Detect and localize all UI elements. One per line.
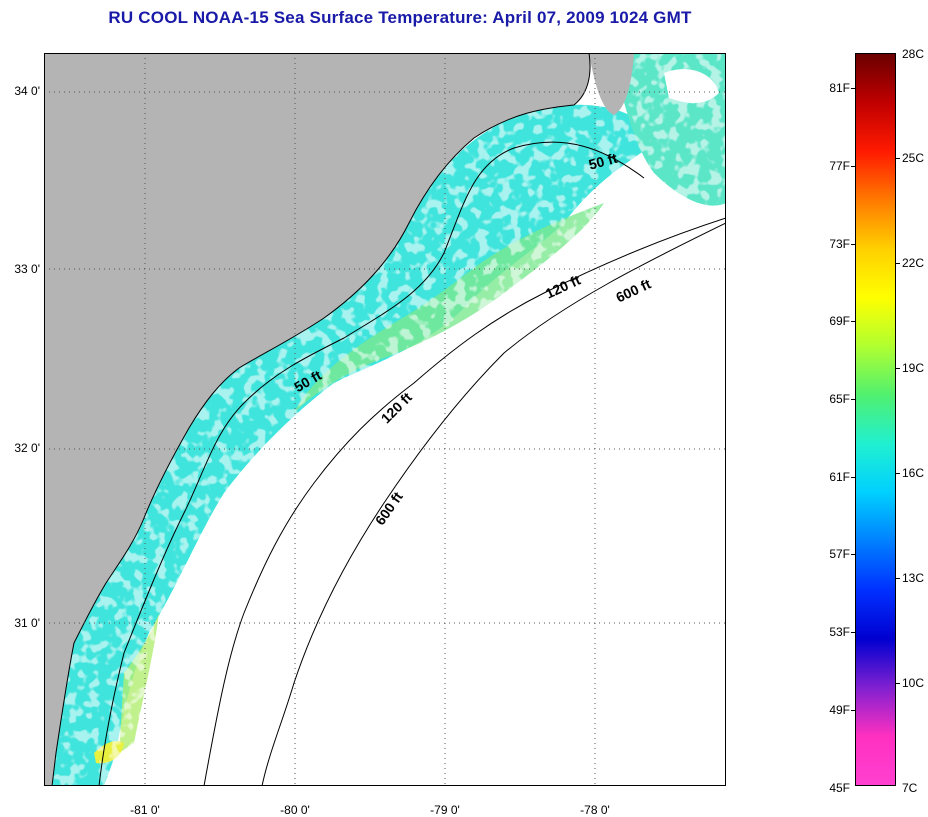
colorbar-tick-f (851, 477, 855, 478)
colorbar-c-label-25: 25C (902, 151, 925, 165)
isobath-120ft (203, 217, 726, 786)
colorbar-tick-f (851, 710, 855, 711)
colorbar-tick-c (896, 683, 900, 684)
colorbar-c-label-28: 28C (902, 47, 925, 61)
colorbar-tick-f (851, 244, 855, 245)
colorbar-f-label-49: 49F (829, 703, 850, 717)
colorbar-f-label-77: 77F (829, 159, 850, 173)
colorbar-tick-c (896, 368, 900, 369)
colorbar-tick-f (851, 88, 855, 89)
temperature-colorbar (855, 53, 896, 786)
colorbar-tick-f (851, 399, 855, 400)
lon-label-79: -79 0' (430, 803, 460, 817)
lon-label-81: -81 0' (130, 803, 160, 817)
colorbar-f-label-53: 53F (829, 625, 850, 639)
colorbar-tick-f (851, 554, 855, 555)
map-canvas: 50 ft 50 ft 120 ft 120 ft 600 ft 600 ft (44, 53, 726, 786)
colorbar-tick-f (851, 321, 855, 322)
colorbar-c-label-19: 19C (902, 361, 925, 375)
lat-label-32: 32 0' (14, 441, 40, 455)
colorbar-c-label-13: 13C (902, 571, 925, 585)
lon-label-80: -80 0' (280, 803, 310, 817)
coastline (51, 53, 591, 786)
colorbar-f-label-65: 65F (829, 392, 850, 406)
isobath-label-50ft-north: 50 ft (587, 150, 619, 173)
colorbar-c-label-16: 16C (902, 466, 925, 480)
colorbar-c-label-10: 10C (902, 676, 925, 690)
colorbar-f-label-61: 61F (829, 470, 850, 484)
lat-label-33: 33 0' (14, 262, 40, 276)
colorbar-tick-c (896, 473, 900, 474)
land-north-cape (589, 53, 634, 115)
map-frame (44, 53, 726, 786)
page-title: RU COOL NOAA-15 Sea Surface Temperature:… (108, 8, 692, 27)
colorbar-tick-f (851, 166, 855, 167)
colorbar-f-label-57: 57F (829, 547, 850, 561)
colorbar-tick-c (896, 158, 900, 159)
colorbar-f-label-69: 69F (829, 314, 850, 328)
colorbar-f-label-45: 45F (829, 781, 850, 795)
colorbar-f-label-81: 81F (829, 81, 850, 95)
lon-label-78: -78 0' (580, 803, 610, 817)
grid-lines (44, 53, 726, 786)
colorbar-f-label-73: 73F (829, 237, 850, 251)
colorbar-tick-c (896, 263, 900, 264)
colorbar-tick-c (896, 578, 900, 579)
colorbar-c-label-7: 7C (902, 781, 918, 795)
isobath-50ft (98, 141, 645, 786)
land (44, 53, 591, 786)
lat-label-34: 34 0' (14, 84, 40, 98)
isobath-600ft (261, 222, 726, 786)
sst-map: 50 ft 50 ft 120 ft 120 ft 600 ft 600 ft (44, 53, 726, 786)
colorbar-c-label-22: 22C (902, 256, 925, 270)
colorbar-tick-f (851, 632, 855, 633)
lat-label-31: 31 0' (14, 616, 40, 630)
